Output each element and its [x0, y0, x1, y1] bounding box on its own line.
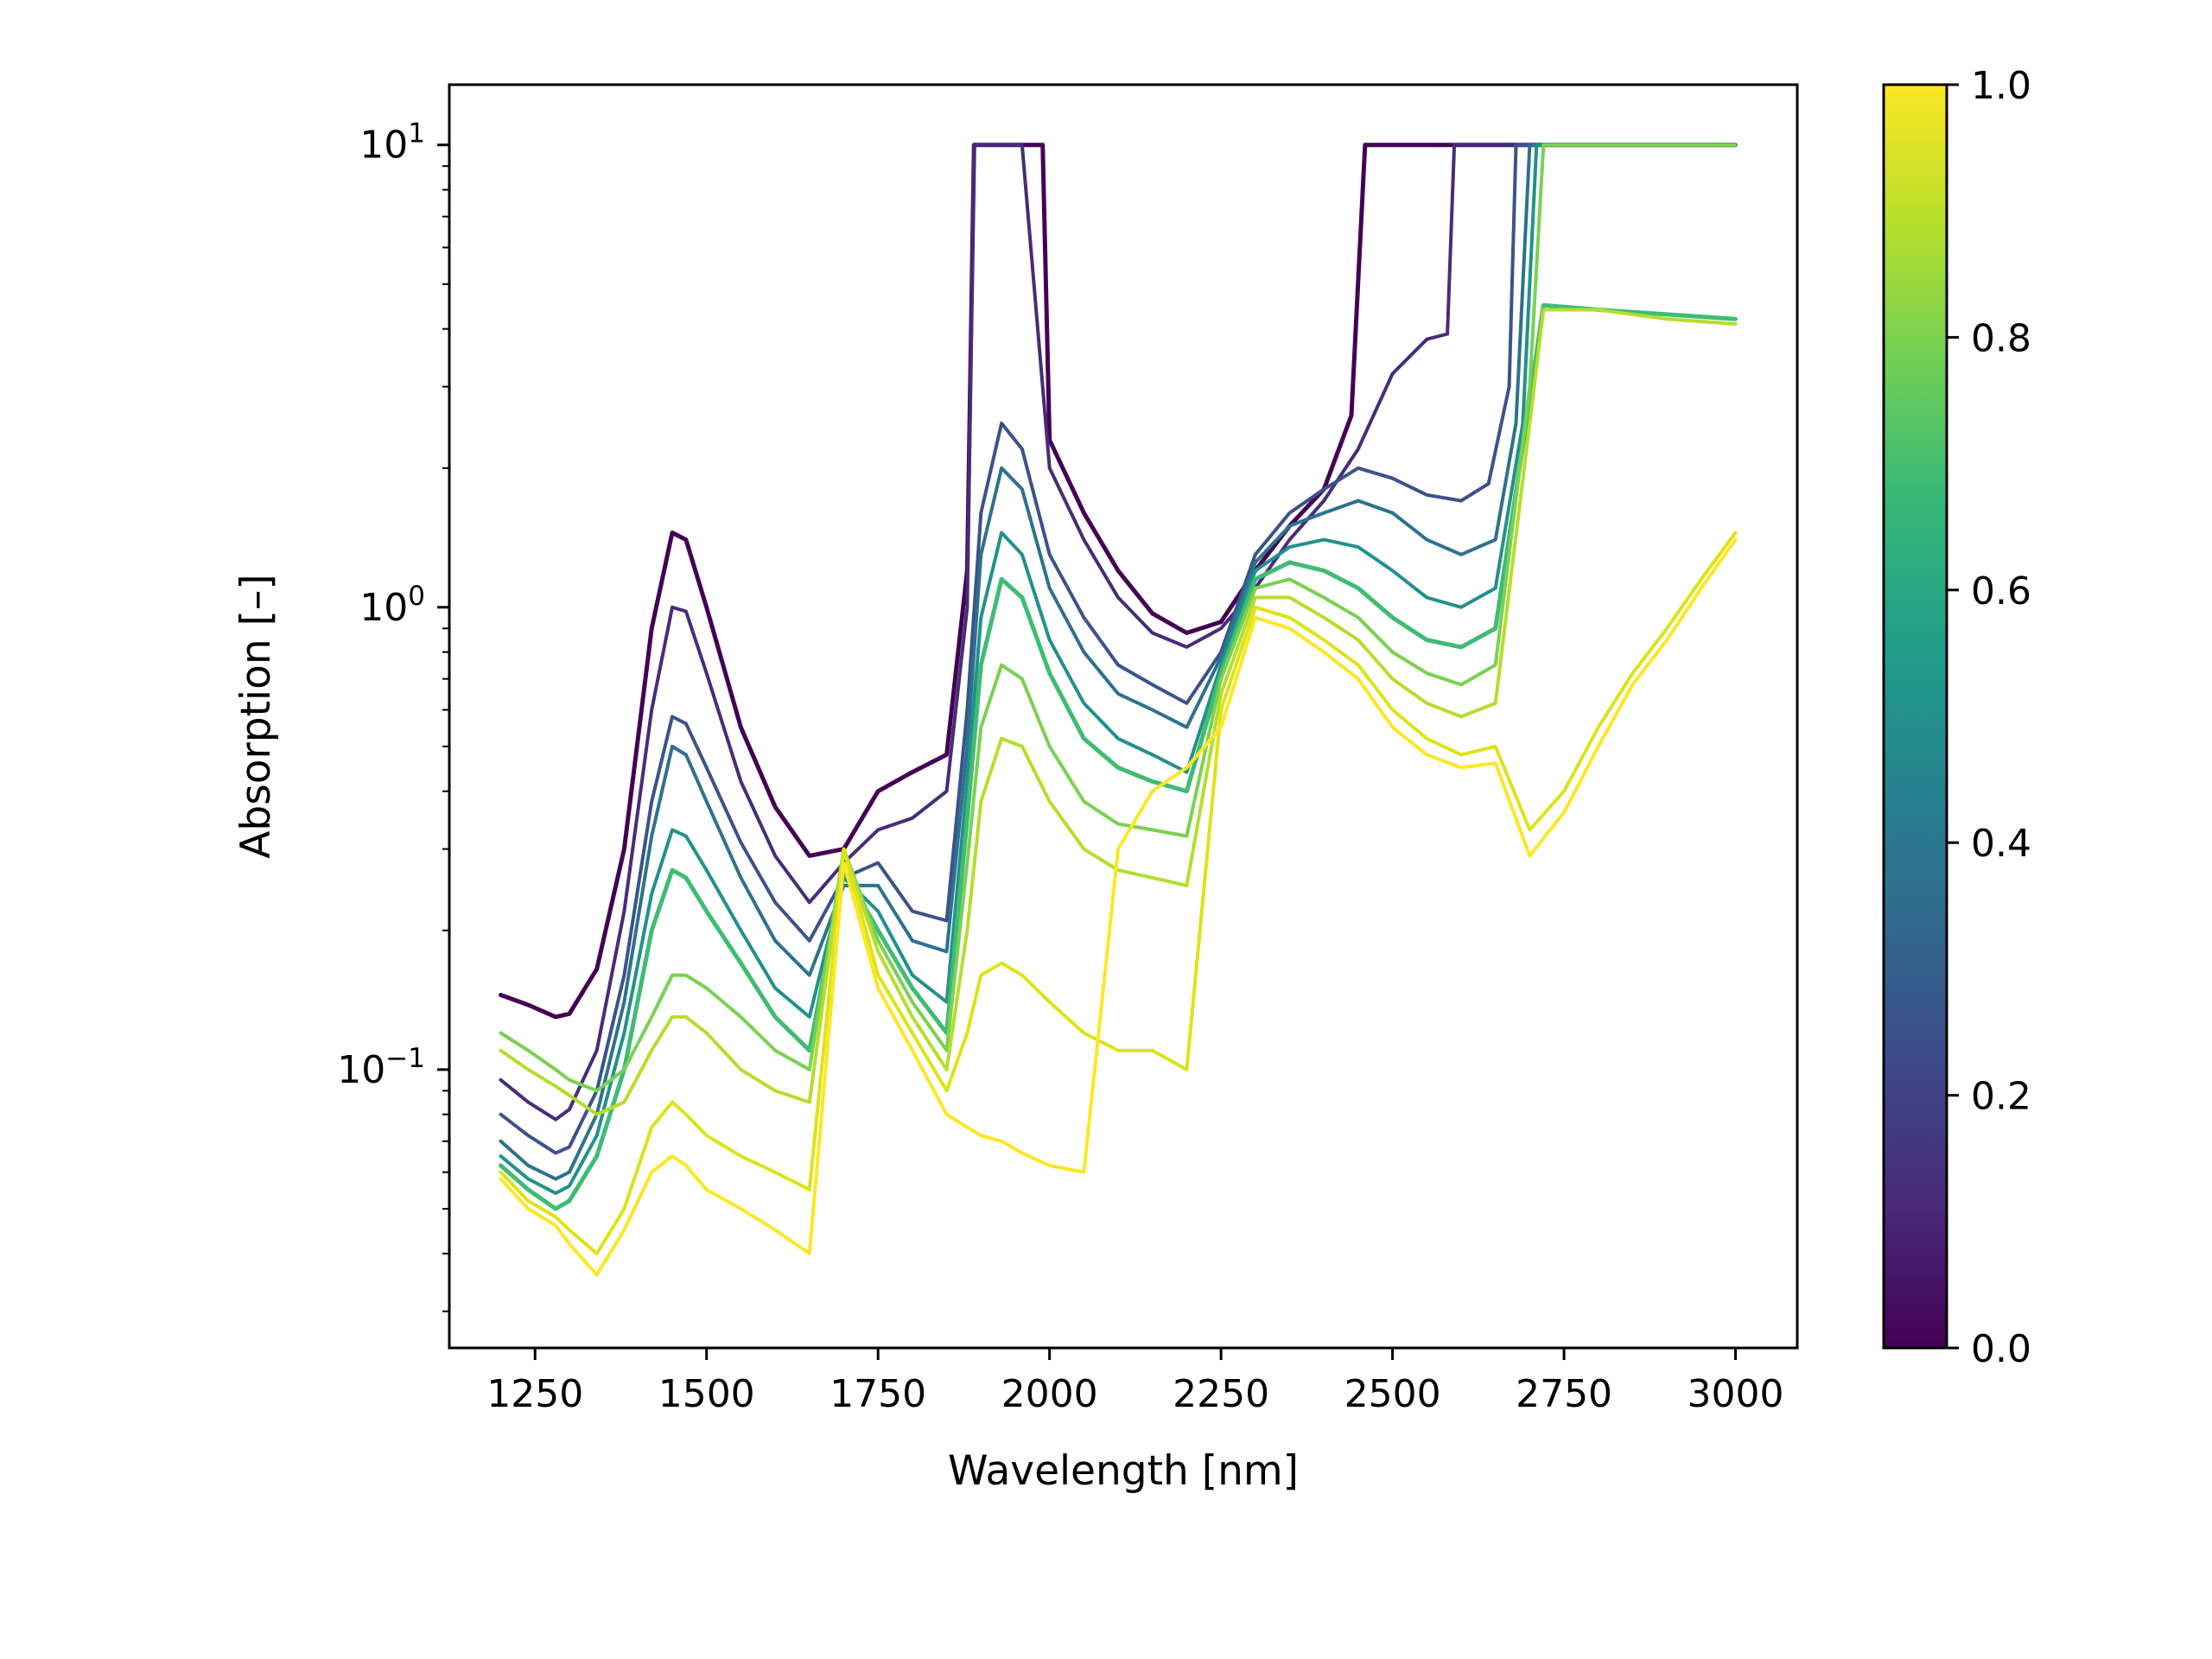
- series-line-4: [499, 143, 1738, 1181]
- x-tick-label: 2000: [1001, 1372, 1098, 1416]
- x-tick-label: 1750: [830, 1372, 926, 1416]
- x-tick-label: 2250: [1173, 1372, 1269, 1416]
- colorbar-tick-label: 0.0: [1971, 1327, 2031, 1371]
- colorbar-tick-label: 0.6: [1971, 569, 2031, 613]
- y-tick-label: 101: [359, 118, 425, 168]
- colorbar-tick-label: 0.2: [1971, 1075, 2031, 1119]
- y-axis-title: Absorption [–]: [232, 574, 280, 859]
- x-tick-label: 1250: [486, 1372, 583, 1416]
- plot-frame: [448, 83, 1799, 1350]
- colorbar-tick-label: 1.0: [1971, 64, 2031, 108]
- x-tick-label: 2750: [1516, 1372, 1612, 1416]
- series-line-6: [499, 302, 1738, 1211]
- series-line-2: [499, 143, 1738, 1122]
- colorbar-tick-label: 0.4: [1971, 822, 2031, 866]
- y-tick-label: 100: [359, 581, 425, 630]
- colorbar: [1882, 83, 1948, 1350]
- series-layer: [499, 143, 1738, 1277]
- series-line-9: [499, 531, 1738, 1255]
- x-tick-label: 2500: [1344, 1372, 1441, 1416]
- colorbar-tick-label: 0.8: [1971, 316, 2031, 360]
- x-tick-label: 1500: [658, 1372, 755, 1416]
- y-axis: 10−1 100 101: [337, 118, 449, 1313]
- x-axis: 1250 1500 1750 2000 2250 2500 2750 3000: [486, 1348, 1784, 1416]
- x-axis-title: Wavelength [nm]: [948, 1447, 1299, 1495]
- series-line-1: [499, 143, 1738, 1020]
- series-line-7: [499, 143, 1738, 1093]
- series-line-10: [499, 537, 1738, 1277]
- y-tick-label: 10−1: [337, 1043, 425, 1092]
- x-tick-label: 3000: [1688, 1372, 1784, 1416]
- colorbar-axis: 0.0 0.2 0.4 0.6 0.8 1.0: [1947, 64, 2031, 1371]
- series-line-3: [499, 143, 1738, 1155]
- series-line-8: [499, 308, 1738, 1116]
- series-line-5: [499, 143, 1738, 1195]
